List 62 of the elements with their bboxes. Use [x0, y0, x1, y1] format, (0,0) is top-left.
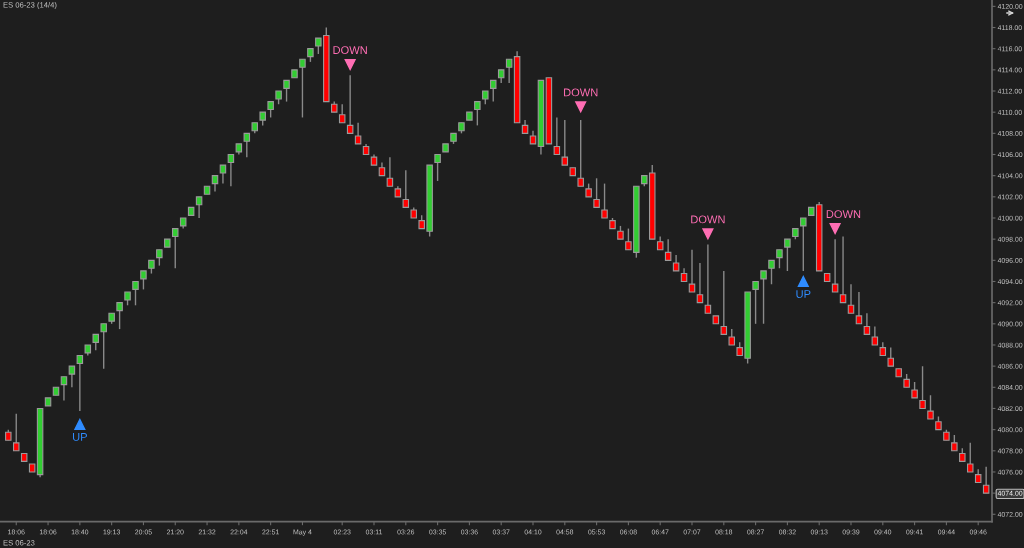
candlestick — [434, 153, 441, 182]
candlestick — [593, 177, 600, 209]
candlestick — [800, 217, 807, 272]
candlestick — [76, 354, 84, 412]
series-label: UP — [72, 433, 87, 441]
candlestick — [68, 365, 76, 389]
point — [829, 223, 841, 235]
candlestick — [354, 122, 362, 145]
candlestick — [871, 325, 879, 346]
candlestick — [776, 249, 783, 269]
candlestick — [219, 164, 227, 185]
candlestick — [982, 465, 990, 494]
candlestick — [688, 249, 696, 293]
point — [74, 418, 86, 430]
text: DOWN — [564, 88, 598, 97]
candlestick — [839, 235, 847, 304]
candlestick — [768, 259, 775, 285]
candlestick — [60, 376, 68, 402]
point — [575, 101, 587, 113]
candlestick — [227, 153, 235, 187]
candlestick — [100, 323, 107, 370]
candlestick — [696, 262, 704, 304]
candlestick — [760, 270, 767, 325]
point — [702, 228, 714, 240]
candlestick — [140, 270, 147, 291]
candlestick — [927, 394, 934, 420]
point — [344, 58, 356, 71]
candlestick — [116, 301, 123, 330]
point — [797, 275, 809, 288]
candlestick — [489, 79, 497, 103]
candlestick — [704, 243, 712, 314]
candlestick — [720, 270, 728, 336]
candlestick — [12, 413, 20, 452]
text: UP — [796, 290, 811, 298]
candlestick — [283, 79, 290, 103]
candlestick — [561, 119, 569, 166]
candlestick — [243, 132, 251, 158]
candlestick — [887, 346, 895, 367]
candlestick — [474, 100, 481, 127]
candlestick — [664, 238, 672, 262]
candlestick — [966, 442, 974, 473]
candlestick — [386, 156, 394, 187]
candlestick — [855, 291, 863, 325]
candlestick — [919, 365, 926, 410]
candlestick — [299, 58, 306, 119]
candlestick — [847, 283, 855, 314]
candlestick — [784, 238, 791, 272]
candlestick — [553, 116, 561, 156]
candlestick — [402, 169, 410, 209]
text: DOWN — [333, 46, 367, 55]
candlestick — [863, 312, 871, 336]
candlestick — [195, 196, 203, 219]
candlestick — [132, 280, 139, 306]
candlestick — [752, 280, 759, 325]
candlestick — [831, 238, 839, 293]
series-label: DOWN — [826, 210, 861, 219]
candlestick — [577, 119, 584, 187]
text: DOWN — [691, 215, 725, 224]
candlestick — [171, 227, 179, 269]
candlestick — [346, 74, 354, 135]
candlestick — [601, 182, 608, 219]
candlestick — [338, 103, 346, 124]
